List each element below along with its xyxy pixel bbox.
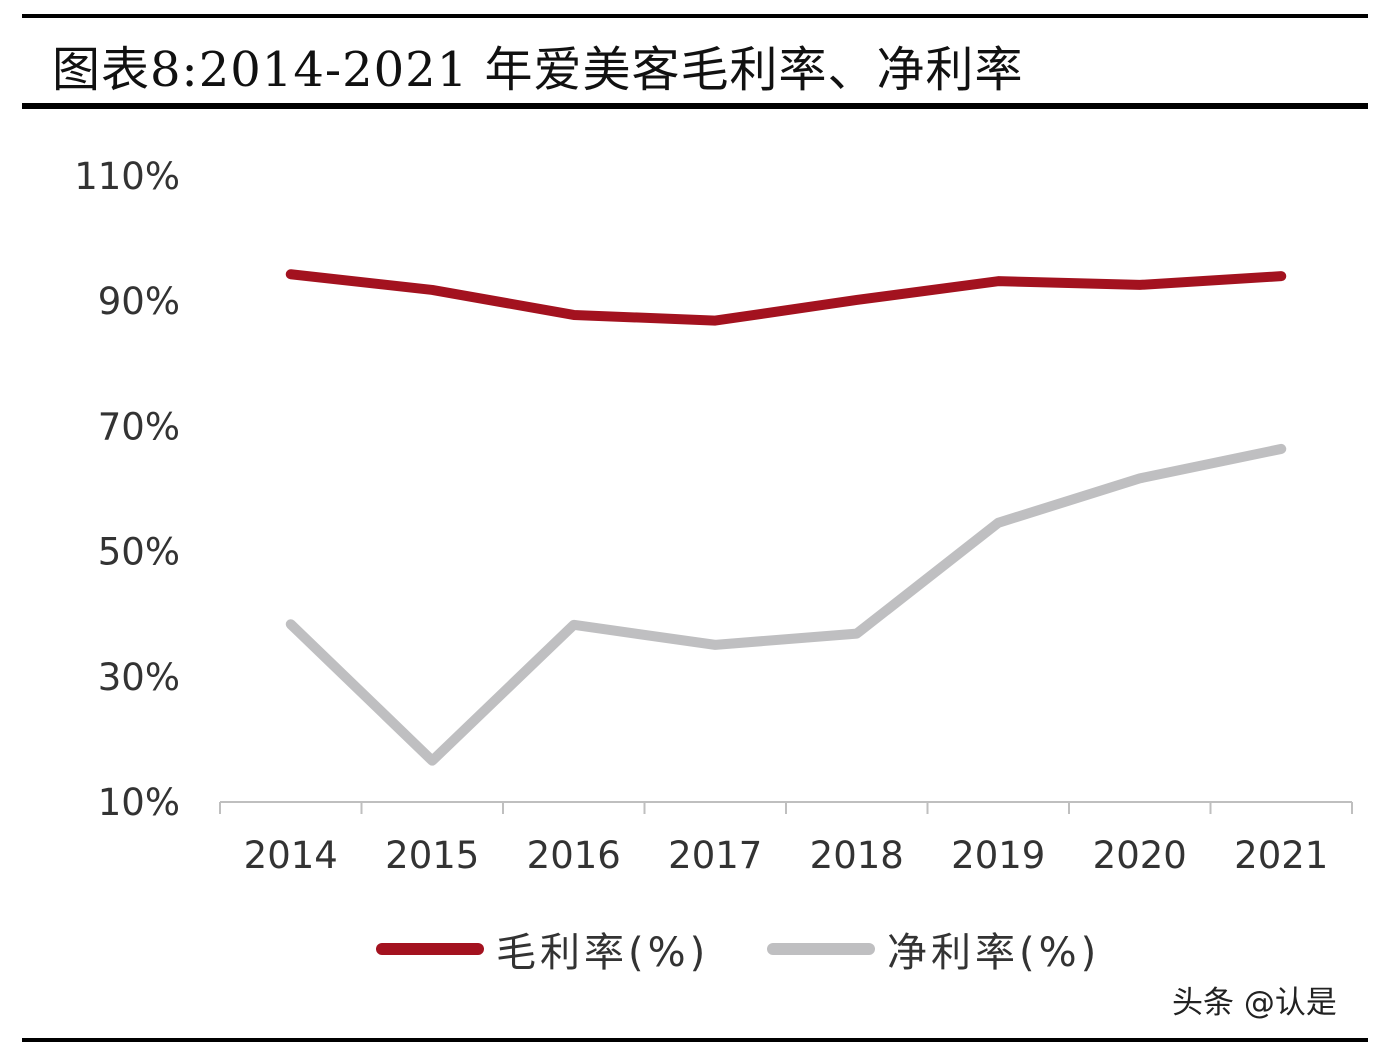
legend-label-gross-margin: 毛利率(%) — [496, 930, 710, 976]
watermark: 头条 @认是 — [1172, 985, 1337, 1021]
x-tick-label: 2018 — [810, 834, 904, 877]
series-lines — [285, 269, 1287, 766]
series-line-0 — [285, 269, 1287, 326]
series-line-1 — [285, 443, 1287, 766]
y-tick-label: 30% — [98, 656, 180, 699]
x-tick-label: 2020 — [1093, 834, 1187, 877]
x-tick-marks — [219, 802, 1353, 814]
bottom-rule — [22, 1038, 1368, 1042]
legend-item-net-margin: 净利率(%) — [767, 920, 1100, 978]
top-rule — [22, 14, 1368, 18]
x-tick-label: 2016 — [527, 834, 621, 877]
x-axis-labels: 2014 2015 2016 2017 2018 2019 2020 2021 — [244, 834, 1329, 877]
x-tick-label: 2017 — [668, 834, 762, 877]
y-tick-label: 110% — [74, 155, 180, 198]
x-tick-label: 2015 — [385, 834, 479, 877]
y-tick-label: 10% — [98, 781, 180, 824]
y-tick-label: 70% — [98, 405, 180, 448]
x-tick-label: 2019 — [951, 834, 1045, 877]
x-tick-label: 2021 — [1234, 834, 1328, 877]
legend-swatch-net-margin — [767, 943, 875, 955]
chart-title: 图表8:2014-2021 年爱美客毛利率、净利率 — [52, 42, 1024, 98]
legend-label-net-margin: 净利率(%) — [887, 930, 1101, 976]
x-tick-label: 2014 — [244, 834, 338, 877]
title-rule — [22, 103, 1368, 109]
y-axis-labels: 10% 30% 50% 70% 90% 110% — [74, 155, 180, 824]
y-tick-label: 90% — [98, 280, 180, 323]
legend-item-gross-margin: 毛利率(%) — [376, 920, 709, 978]
legend-swatch-gross-margin — [376, 943, 484, 955]
y-tick-label: 50% — [98, 531, 180, 574]
